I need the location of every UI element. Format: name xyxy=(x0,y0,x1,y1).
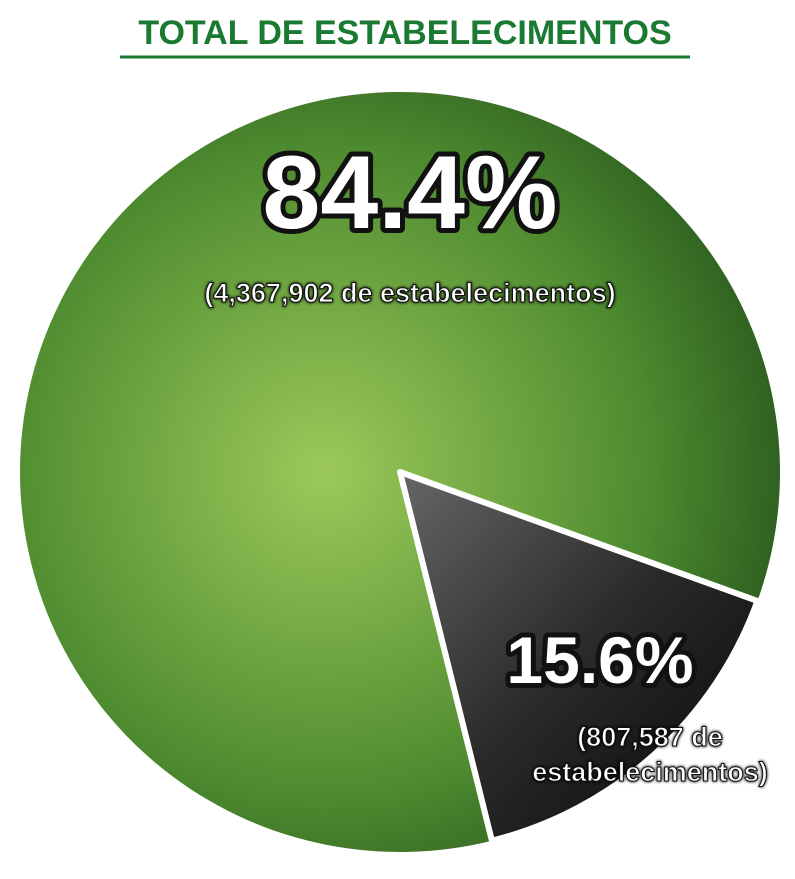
pie xyxy=(20,92,781,853)
detail-label: (4,367,902 de estabelecimentos) xyxy=(204,277,616,308)
chart-title: TOTAL DE ESTABELECIMENTOS xyxy=(138,14,671,52)
pie-slice xyxy=(397,469,761,844)
value-label: 84.4% xyxy=(263,135,558,251)
detail-label-box: (4,367,902 de estabelecimentos) xyxy=(204,277,616,308)
pie-slice xyxy=(20,92,781,853)
labels: 84.4% (4,367,902 de estabelecimentos) 15.6… xyxy=(204,130,769,788)
value-label: 15.6% xyxy=(506,623,693,697)
detail-label-box: (807,587 de estabelecimentos) xyxy=(532,721,769,788)
detail-label: (807,587 de estabelecimentos) xyxy=(532,721,769,788)
